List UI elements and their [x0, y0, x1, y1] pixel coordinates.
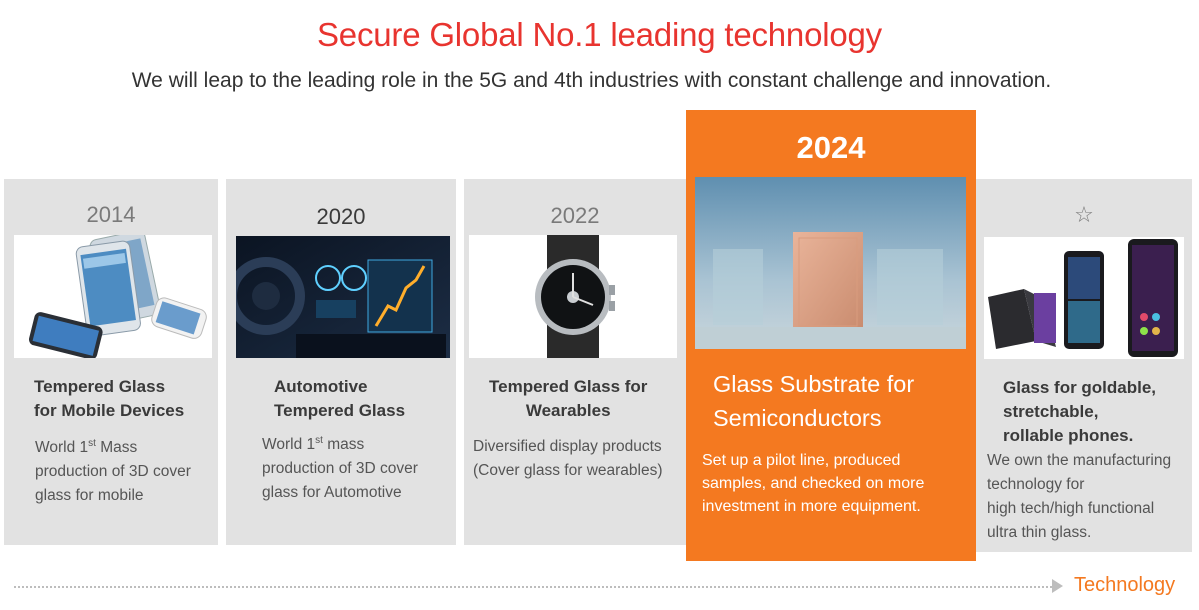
card-year: 2014	[86, 202, 136, 227]
timeline-card-2024: 2024 Glass Substrate for Semiconductors …	[686, 110, 976, 561]
card-title: Glass for goldable, stretchable, rollabl…	[1003, 378, 1157, 445]
card-description: World 1st Mass production of 3D cover gl…	[35, 437, 191, 504]
timeline-card-2020: 2020 Automotive Tempered Glass World 1st…	[226, 179, 456, 545]
card-year: 2024	[796, 130, 866, 165]
card-title: Tempered Glass for Wearables	[489, 377, 648, 420]
card-description: We own the manufacturing technology for …	[987, 452, 1172, 541]
arrow-right-icon	[1052, 579, 1063, 593]
card-description: Diversified display products (Cover glas…	[473, 438, 663, 479]
car-dashboard-image	[236, 236, 450, 358]
smartphones-image	[14, 235, 212, 358]
card-title: Glass Substrate for Semiconductors	[713, 371, 915, 431]
timeline-card-future: ☆ Glass for goldable, stretchable, rolla…	[976, 179, 1192, 552]
card-year: 2022	[550, 203, 600, 228]
timeline-label: Technology	[1074, 574, 1176, 596]
card-year: 2020	[316, 204, 366, 229]
card-description: World 1st mass production of 3D cover gl…	[262, 434, 418, 501]
page-subtitle: We will leap to the leading role in the …	[131, 69, 1052, 92]
timeline-card-2022: 2022 Tempered Glass for Wearables Divers…	[464, 179, 686, 545]
card-title: Automotive Tempered Glass	[274, 377, 406, 420]
timeline-line	[14, 586, 1056, 588]
page-title: Secure Global No.1 leading technology	[317, 16, 882, 53]
timeline-card-2014: 2014 Tempered Glass for Mobil	[4, 179, 218, 545]
card-title: Tempered Glass for Mobile Devices	[34, 377, 185, 420]
card-description: Set up a pilot line, produced samples, a…	[702, 452, 925, 515]
star-icon: ☆	[1074, 202, 1094, 227]
foldable-phones-image	[984, 237, 1184, 359]
glass-substrate-image	[695, 177, 966, 349]
smartwatch-image	[469, 235, 677, 358]
